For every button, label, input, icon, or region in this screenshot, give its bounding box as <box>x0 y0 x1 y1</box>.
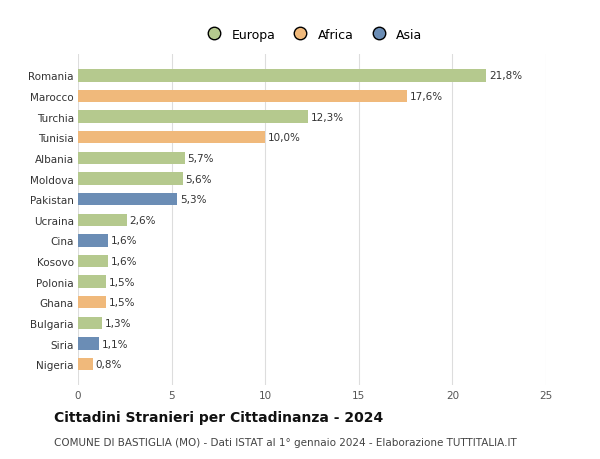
Bar <box>78 70 486 83</box>
Bar <box>78 235 108 247</box>
Text: 5,6%: 5,6% <box>185 174 212 184</box>
Text: 5,7%: 5,7% <box>188 154 214 163</box>
Text: 0,8%: 0,8% <box>96 359 122 369</box>
Text: 1,3%: 1,3% <box>105 318 131 328</box>
Bar <box>78 194 177 206</box>
Bar <box>78 152 185 165</box>
Bar <box>78 358 93 370</box>
Text: 1,6%: 1,6% <box>111 236 137 246</box>
Text: 12,3%: 12,3% <box>311 112 344 123</box>
Text: 17,6%: 17,6% <box>410 92 443 102</box>
Text: 21,8%: 21,8% <box>489 71 522 81</box>
Text: 10,0%: 10,0% <box>268 133 301 143</box>
Text: 5,3%: 5,3% <box>180 195 206 205</box>
Text: COMUNE DI BASTIGLIA (MO) - Dati ISTAT al 1° gennaio 2024 - Elaborazione TUTTITAL: COMUNE DI BASTIGLIA (MO) - Dati ISTAT al… <box>54 437 517 448</box>
Legend: Europa, Africa, Asia: Europa, Africa, Asia <box>198 25 426 45</box>
Text: 2,6%: 2,6% <box>130 215 156 225</box>
Text: 1,5%: 1,5% <box>109 297 136 308</box>
Bar <box>78 214 127 226</box>
Bar <box>78 317 103 330</box>
Text: 1,6%: 1,6% <box>111 257 137 267</box>
Bar <box>78 297 106 309</box>
Text: 1,5%: 1,5% <box>109 277 136 287</box>
Bar <box>78 91 407 103</box>
Bar <box>78 255 108 268</box>
Bar <box>78 338 98 350</box>
Bar <box>78 132 265 144</box>
Bar <box>78 111 308 123</box>
Text: 1,1%: 1,1% <box>101 339 128 349</box>
Bar <box>78 173 183 185</box>
Text: Cittadini Stranieri per Cittadinanza - 2024: Cittadini Stranieri per Cittadinanza - 2… <box>54 411 383 425</box>
Bar <box>78 276 106 288</box>
